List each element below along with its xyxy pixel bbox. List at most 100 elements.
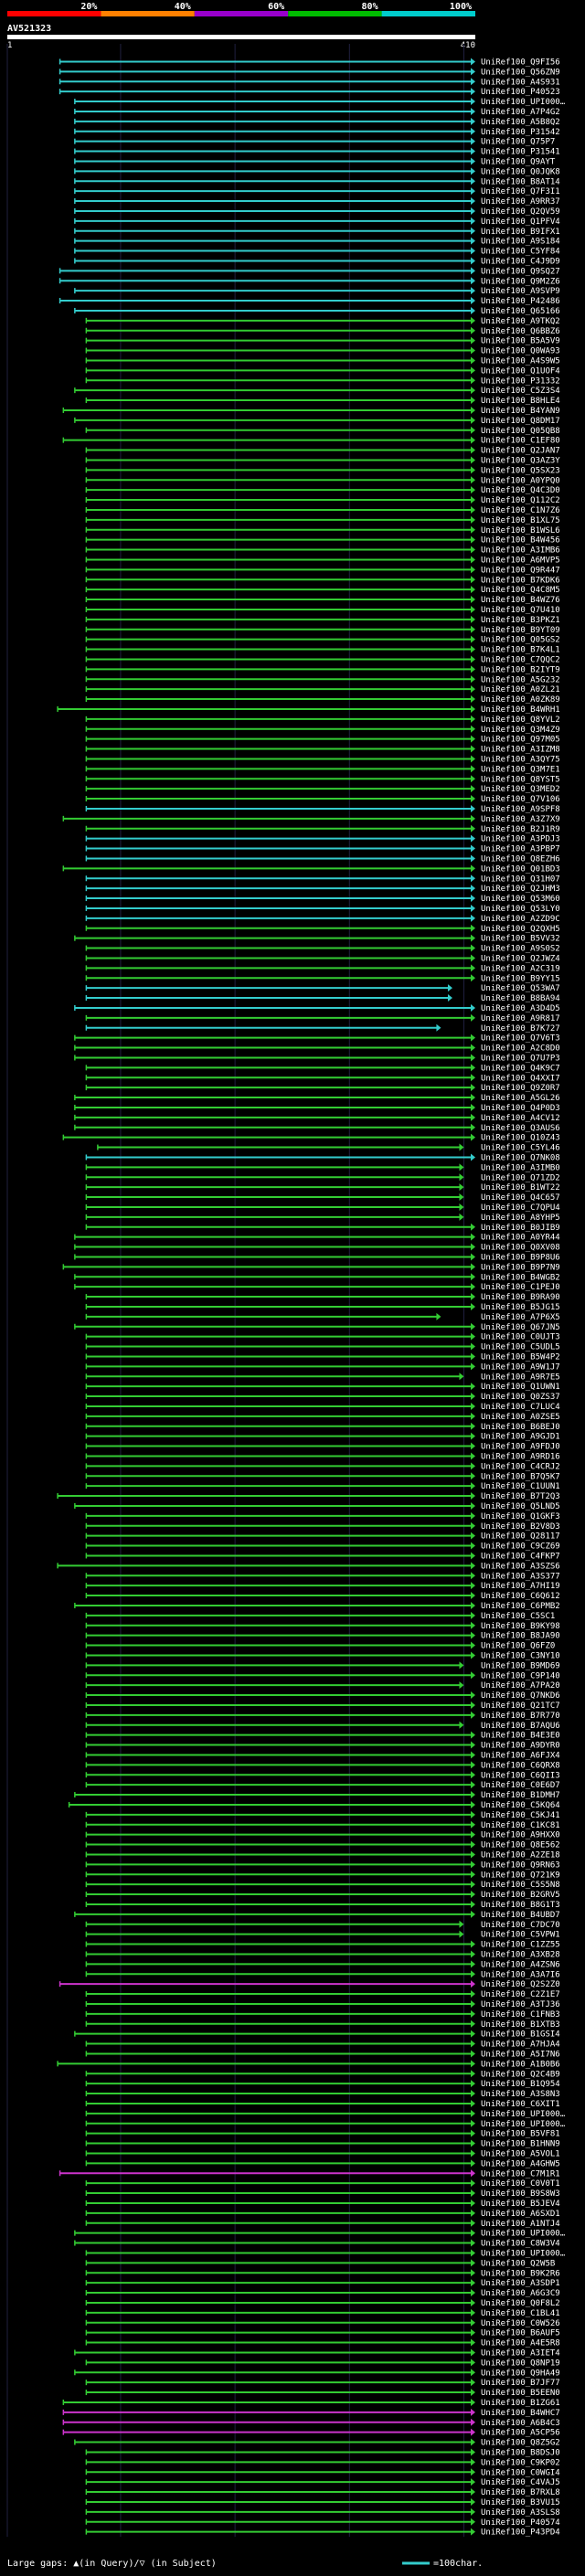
hit-row[interactable]: UniRef100_B5JEV4 (85, 2199, 560, 2209)
hit-row[interactable]: UniRef100_Q01BD3 (62, 864, 560, 874)
hit-row[interactable]: UniRef100_C5KQ64 (68, 1800, 560, 1810)
hit-label[interactable]: UniRef100_Q9AYT (481, 157, 556, 166)
hit-label[interactable]: UniRef100_A3TJ36 (481, 2000, 560, 2009)
hit-row[interactable]: UniRef100_A4GHW5 (85, 2159, 560, 2168)
hit-row[interactable]: UniRef100_A9S184 (74, 237, 560, 247)
hit-label[interactable]: UniRef100_Q0WA93 (481, 347, 560, 356)
hit-label[interactable]: UniRef100_C1BL41 (481, 2309, 560, 2318)
hit-row[interactable]: UniRef100_UPI000… (85, 2109, 566, 2119)
hit-row[interactable]: UniRef100_A2C8D0 (74, 1044, 560, 1054)
hit-row[interactable]: UniRef100_A0ZSE5 (85, 1412, 560, 1422)
hit-label[interactable]: UniRef100_B9YY15 (481, 974, 560, 983)
hit-row[interactable]: UniRef100_Q4C3D0 (85, 486, 560, 495)
hit-row[interactable]: UniRef100_C5YL46 (97, 1143, 560, 1153)
hit-row[interactable]: UniRef100_Q721K9 (85, 1871, 560, 1880)
hit-row[interactable]: UniRef100_C1EF80 (62, 436, 560, 446)
hit-label[interactable]: UniRef100_B0JIB9 (481, 1224, 560, 1233)
hit-row[interactable]: UniRef100_C4VAJ5 (85, 2478, 560, 2487)
hit-label[interactable]: UniRef100_Q31H07 (481, 875, 560, 884)
hit-label[interactable]: UniRef100_B3VU15 (481, 2498, 560, 2507)
hit-row[interactable]: UniRef100_B8JA90 (85, 1631, 560, 1641)
hit-row[interactable]: UniRef100_B1XL75 (85, 515, 560, 525)
hit-label[interactable]: UniRef100_A3Z7X9 (481, 815, 560, 824)
hit-row[interactable]: UniRef100_A9DYR0 (85, 1741, 560, 1751)
hit-label[interactable]: UniRef100_A4CV12 (481, 1114, 560, 1123)
hit-label[interactable]: UniRef100_A3S377 (481, 1572, 560, 1581)
hit-label[interactable]: UniRef100_A3A7I6 (481, 1970, 560, 1979)
hit-label[interactable]: UniRef100_A9SVP9 (481, 287, 560, 296)
hit-row[interactable]: UniRef100_Q7U7P3 (74, 1054, 560, 1063)
hit-row[interactable]: UniRef100_Q21TC7 (85, 1701, 560, 1711)
hit-label[interactable]: UniRef100_Q8YVL2 (481, 716, 560, 725)
hit-label[interactable]: UniRef100_Q3M7E1 (481, 765, 560, 774)
hit-label[interactable]: UniRef100_A6FJX4 (481, 1751, 560, 1760)
hit-row[interactable]: UniRef100_B1HNN9 (85, 2139, 560, 2149)
hit-row[interactable]: UniRef100_Q7U410 (85, 605, 560, 615)
hit-row[interactable]: UniRef100_Q53M60 (85, 895, 560, 904)
hit-row[interactable]: UniRef100_A2ZE18 (85, 1850, 560, 1860)
hit-label[interactable]: UniRef100_B7AQU6 (481, 1722, 560, 1731)
hit-label[interactable]: UniRef100_Q3AUS6 (481, 1124, 560, 1133)
hit-row[interactable]: UniRef100_B7K727 (85, 1023, 560, 1034)
hit-row[interactable]: UniRef100_B4WZ76 (85, 596, 560, 605)
hit-label[interactable]: UniRef100_C0E6D7 (481, 1781, 560, 1790)
hit-label[interactable]: UniRef100_B8JA90 (481, 1632, 560, 1641)
hit-row[interactable]: UniRef100_B5W4P2 (85, 1352, 560, 1362)
hit-label[interactable]: UniRef100_A7HJA4 (481, 2041, 560, 2050)
hit-label[interactable]: UniRef100_Q4P0D3 (481, 1104, 560, 1113)
hit-label[interactable]: UniRef100_Q4K9C7 (481, 1064, 560, 1073)
hit-label[interactable]: UniRef100_B7R770 (481, 1712, 560, 1721)
hit-row[interactable]: UniRef100_Q8YST5 (85, 775, 560, 784)
hit-row[interactable]: UniRef100_B4WGB2 (74, 1273, 560, 1282)
hit-row[interactable]: UniRef100_B9P8U6 (74, 1253, 560, 1262)
hit-row[interactable]: UniRef100_C1KC81 (85, 1820, 560, 1830)
hit-row[interactable]: UniRef100_Q53LY0 (85, 904, 560, 914)
hit-label[interactable]: UniRef100_A5G232 (481, 675, 560, 684)
hit-label[interactable]: UniRef100_A8YHP5 (481, 1214, 560, 1223)
hit-label[interactable]: UniRef100_B2J1R9 (481, 825, 560, 834)
hit-row[interactable]: UniRef100_Q5SX23 (85, 466, 560, 475)
hit-row[interactable]: UniRef100_C7QQC2 (85, 655, 560, 664)
hit-label[interactable]: UniRef100_C1ZZ55 (481, 1941, 560, 1950)
hit-row[interactable]: UniRef100_Q1PFV4 (74, 217, 560, 227)
hit-row[interactable]: UniRef100_B2IYT9 (85, 665, 560, 674)
hit-label[interactable]: UniRef100_Q97M05 (481, 736, 560, 745)
hit-label[interactable]: UniRef100_UPI000… (481, 2120, 566, 2129)
hit-row[interactable]: UniRef100_A7PA20 (85, 1681, 560, 1691)
hit-row[interactable]: UniRef100_C5S5N8 (85, 1881, 560, 1890)
hit-label[interactable]: UniRef100_B4WHC7 (481, 2409, 560, 2418)
hit-row[interactable]: UniRef100_B3VU15 (85, 2497, 560, 2507)
hit-label[interactable]: UniRef100_C9CZ69 (481, 1542, 560, 1552)
hit-label[interactable]: UniRef100_A3QY75 (481, 755, 560, 764)
hit-label[interactable]: UniRef100_C7LUC4 (481, 1403, 560, 1412)
hit-row[interactable]: UniRef100_A3S377 (85, 1572, 560, 1581)
hit-row[interactable]: UniRef100_B7Q5K7 (85, 1472, 560, 1481)
hit-row[interactable]: UniRef100_A5GL26 (74, 1094, 560, 1103)
hit-label[interactable]: UniRef100_B4E3E0 (481, 1732, 560, 1741)
hit-label[interactable]: UniRef100_Q5LND5 (481, 1502, 560, 1511)
hit-label[interactable]: UniRef100_A3PBP7 (481, 845, 560, 854)
hit-row[interactable]: UniRef100_A9GJD1 (85, 1432, 560, 1442)
hit-row[interactable]: UniRef100_Q4C657 (85, 1193, 560, 1203)
hit-label[interactable]: UniRef100_C9P140 (481, 1671, 560, 1680)
hit-row[interactable]: UniRef100_B1WT22 (85, 1183, 560, 1193)
hit-row[interactable]: UniRef100_B7JF77 (85, 2379, 560, 2388)
hit-row[interactable]: UniRef100_Q9FI56 (58, 58, 560, 67)
hit-row[interactable]: UniRef100_A7P6X5 (85, 1312, 560, 1322)
hit-label[interactable]: UniRef100_Q05GS2 (481, 636, 560, 645)
hit-row[interactable]: UniRef100_C2Z1E7 (85, 1990, 560, 1999)
hit-label[interactable]: UniRef100_Q01BD3 (481, 864, 560, 874)
hit-row[interactable]: UniRef100_C7DC70 (85, 1920, 560, 1930)
hit-label[interactable]: UniRef100_A4GHW5 (481, 2159, 560, 2168)
hit-row[interactable]: UniRef100_Q9AYT (74, 157, 556, 166)
hit-label[interactable]: UniRef100_Q7NK08 (481, 1153, 560, 1162)
hit-label[interactable]: UniRef100_B7K727 (481, 1024, 560, 1034)
hit-label[interactable]: UniRef100_C6PMB2 (481, 1602, 560, 1611)
hit-label[interactable]: UniRef100_A7P4G2 (481, 108, 560, 117)
hit-label[interactable]: UniRef100_A3PDJ3 (481, 835, 560, 844)
hit-label[interactable]: UniRef100_UPI000… (481, 2230, 566, 2239)
hit-row[interactable]: UniRef100_B9KY98 (85, 1621, 560, 1631)
hit-label[interactable]: UniRef100_B8AT14 (481, 177, 560, 186)
hit-row[interactable]: UniRef100_C0V0T1 (85, 2179, 560, 2189)
hit-label[interactable]: UniRef100_A4S9W5 (481, 356, 560, 366)
